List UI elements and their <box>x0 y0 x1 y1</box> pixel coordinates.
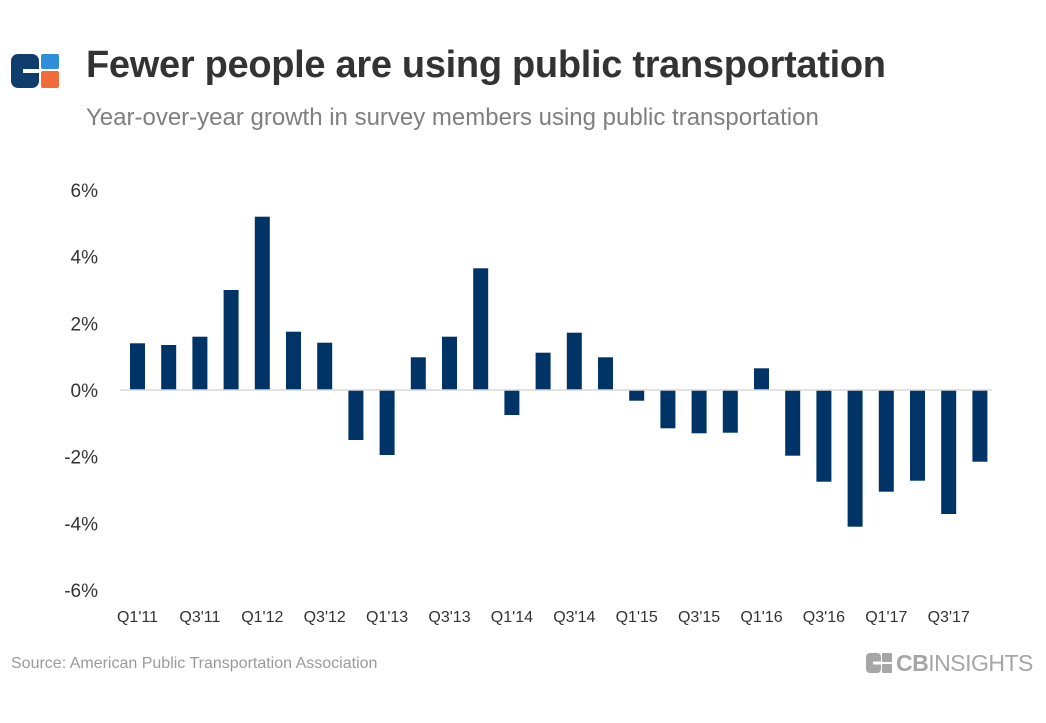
y-tick-label: 6% <box>71 181 99 202</box>
x-tick-label: Q1'16 <box>740 609 782 626</box>
bar <box>691 390 707 434</box>
bars <box>130 216 988 527</box>
y-tick-label: 2% <box>71 314 99 335</box>
x-tick-label: Q3'17 <box>928 609 970 626</box>
x-tick-label: Q1'17 <box>865 609 907 626</box>
bar <box>847 390 863 527</box>
cb-insights-logo <box>11 54 59 88</box>
y-tick-label: -2% <box>64 448 98 469</box>
x-axis: Q1'11 Q3'11 Q1'12 Q3'12 Q1'13 Q3'13 Q1'14 Q3'14… <box>117 609 970 626</box>
bar <box>598 357 613 390</box>
x-tick-label: Q1'11 <box>117 609 158 626</box>
bar <box>629 390 645 401</box>
brand-insights-text: INSIGHTS <box>928 649 1033 676</box>
cb-insights-brand: CB INSIGHTS <box>866 650 1033 676</box>
x-tick-label: Q3'14 <box>553 609 595 626</box>
brand-cb-text: CB <box>896 649 929 676</box>
x-tick-label: Q1'15 <box>616 609 658 626</box>
x-tick-label: Q1'13 <box>366 609 408 626</box>
bar <box>754 368 769 390</box>
x-tick-label: Q1'12 <box>241 609 283 626</box>
x-tick-label: Q3'11 <box>179 609 220 626</box>
x-tick-label: Q3'12 <box>304 609 346 626</box>
bar <box>660 390 676 429</box>
bar <box>473 268 489 390</box>
chart-subtitle: Year-over-year growth in survey members … <box>86 104 819 131</box>
x-tick-label: Q3'16 <box>803 609 845 626</box>
bar <box>379 390 395 455</box>
bar <box>317 342 333 390</box>
bar <box>254 216 270 390</box>
y-tick-label: -6% <box>64 581 98 602</box>
y-axis: 6% 4% 2% 0% -2% -4% -6% <box>64 181 98 602</box>
y-tick-label: 4% <box>71 248 99 269</box>
bar <box>972 390 988 462</box>
bar <box>878 390 894 492</box>
bar <box>223 290 239 390</box>
bar <box>348 390 364 440</box>
bar <box>566 332 582 390</box>
y-tick-label: 0% <box>71 381 99 402</box>
bar <box>161 345 177 390</box>
cb-insights-mark-icon <box>866 653 892 673</box>
bar <box>504 390 520 415</box>
source-note: Source: American Public Transportation A… <box>11 655 378 672</box>
chart-title: Fewer people are using public transporta… <box>86 44 886 86</box>
logo-blue-shape <box>41 54 59 69</box>
bar <box>722 390 738 433</box>
x-tick-label: Q1'14 <box>491 609 533 626</box>
bar <box>130 343 145 390</box>
x-tick-label: Q3'15 <box>678 609 720 626</box>
bar-chart: 6%4%2%0%-2%-4%-6% Q1'11 Q3'11 Q1'12 Q3'12 Q1… <box>64 181 992 626</box>
bar <box>192 336 208 390</box>
bar <box>785 390 801 456</box>
bar <box>816 390 832 482</box>
bar <box>910 390 925 481</box>
bar <box>410 357 426 390</box>
bar <box>286 331 301 390</box>
x-tick-label: Q3'13 <box>428 609 470 626</box>
bar <box>535 352 551 390</box>
y-tick-label: -4% <box>64 514 98 535</box>
bar <box>941 390 957 514</box>
bar <box>442 336 457 390</box>
logo-orange-shape <box>41 71 59 88</box>
